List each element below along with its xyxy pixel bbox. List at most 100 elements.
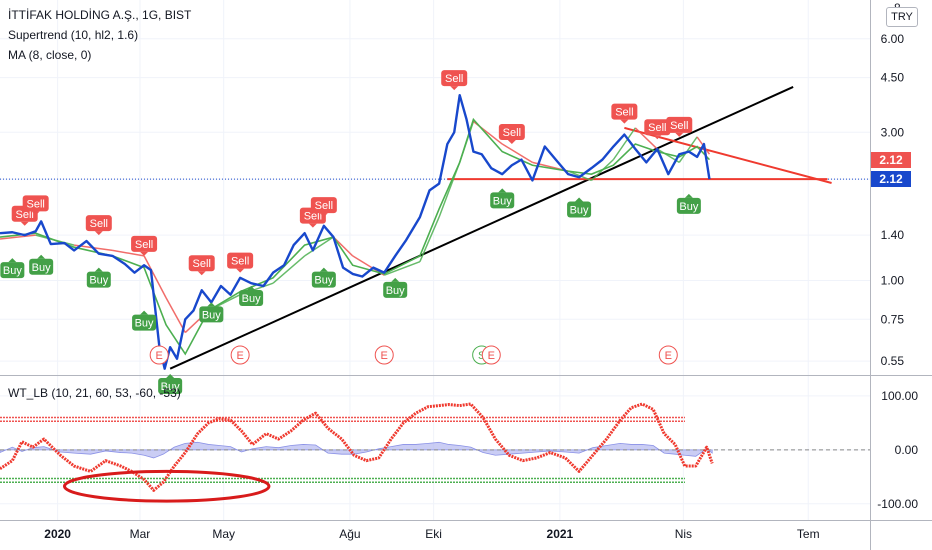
buy-signal: Buy [132,310,157,331]
supertrend-segment [304,236,334,257]
signal-box [490,192,515,209]
price-line [0,93,711,370]
time-tick-label: Eki [425,527,442,541]
sell-signal: Sell [611,103,638,124]
signal-pointer [620,119,629,124]
signal-pointer [391,277,400,282]
signal-box [383,281,408,298]
signal-box [85,215,112,232]
buy-signal: Buy [158,374,183,394]
time-tick-label: Mar [130,527,151,541]
signal-label: Buy [570,205,589,217]
signal-pointer [684,193,693,198]
supertrend-segment [272,255,306,284]
signal-label: Sell [503,127,521,139]
supertrend-segment [612,127,636,161]
signal-box [0,262,25,279]
signal-label: Sell [90,218,108,230]
ma-legend[interactable]: MA (8, close, 0) [8,48,92,62]
signal-label: Sell [670,120,688,132]
buy-signal: Buy [199,302,224,323]
signal-pointer [308,223,317,228]
sell-signal: Sell [22,195,49,216]
signal-label: Sell [315,200,333,212]
earnings-label: E [236,350,243,362]
signal-pointer [166,374,175,378]
signal-label: Buy [386,285,405,297]
currency-button[interactable]: TRY [886,7,918,27]
signal-pointer [140,251,149,256]
signal-pointer [8,258,17,263]
signal-pointer [450,86,459,91]
signal-box [199,306,224,323]
signal-pointer [197,271,206,276]
earnings-label: E [381,350,388,362]
earnings-marker: E [230,345,250,365]
signal-label: Buy [314,275,333,287]
oscillator-legend[interactable]: WT_LB (10, 21, 60, 53, -60, -53) [8,386,181,400]
sell-signal: Sell [131,235,158,256]
supertrend-segment [419,216,440,262]
supertrend-segment [634,127,658,150]
price-tick-label: 1.00 [881,274,905,288]
buy-signal: Buy [311,267,336,288]
signal-label: Sell [27,198,45,210]
signal-label: Sell [231,256,249,268]
signal-pointer [498,188,507,193]
sell-signal: Sell [441,70,468,91]
signal-pointer [20,221,29,226]
earnings-label: S [478,350,485,362]
signal-box [611,103,638,120]
supertrend-segment [112,249,145,257]
signal-box [29,258,54,275]
signal-label: Sell [445,73,463,85]
buy-signal: Buy [0,258,25,279]
symbol-legend[interactable]: İTTİFAK HOLDİNG A.Ş., 1G, BIST [8,8,192,22]
signal-label: Sell [304,211,322,223]
signal-label: Sell [615,107,633,119]
signal-box [441,70,468,87]
time-tick-label: May [212,527,235,541]
signal-box [227,252,254,269]
buy-signal: Buy [490,188,515,209]
signal-label: Sell [16,209,34,221]
supertrend-segment [678,136,698,163]
signal-pointer [507,140,516,145]
buy-signal: Buy [86,267,111,288]
signal-pointer [319,213,328,218]
signal-box [666,116,693,133]
signal-pointer [140,310,149,315]
price-tick-label: 3.00 [881,125,905,139]
signal-label: Buy [493,195,512,207]
buy-signal: Buy [29,254,54,275]
signal-box [311,271,336,288]
sell-signal: Sell [666,116,693,137]
earnings-circle [481,345,501,365]
buy-signal: Buy [567,197,592,218]
signal-box [131,235,158,252]
signal-box [188,255,215,272]
osc-tick-label: -100.00 [877,497,918,511]
earnings-label: E [156,350,163,362]
signal-label: Buy [32,262,51,274]
signal-label: Sell [193,258,211,270]
signal-label: Buy [242,293,261,305]
supertrend-segment [143,255,167,299]
sell-signal: Sell [227,252,254,273]
signal-pointer [94,267,103,272]
earnings-circle [374,345,394,365]
signal-pointer [675,132,684,137]
price-tick-label: 1.40 [881,228,905,242]
signal-pointer [653,135,662,140]
supertrend-legend[interactable]: Supertrend (10, hl2, 1.6) [8,28,139,42]
signal-pointer [319,267,328,272]
signal-box [676,197,701,214]
time-tick-label: 2020 [44,527,71,541]
signal-box [132,314,157,331]
sell-signal: Sell [498,124,525,145]
signal-box [158,378,183,394]
sell-signal: Sell [644,119,671,140]
sell-signal: Sell [85,215,112,236]
earnings-circle [230,345,250,365]
